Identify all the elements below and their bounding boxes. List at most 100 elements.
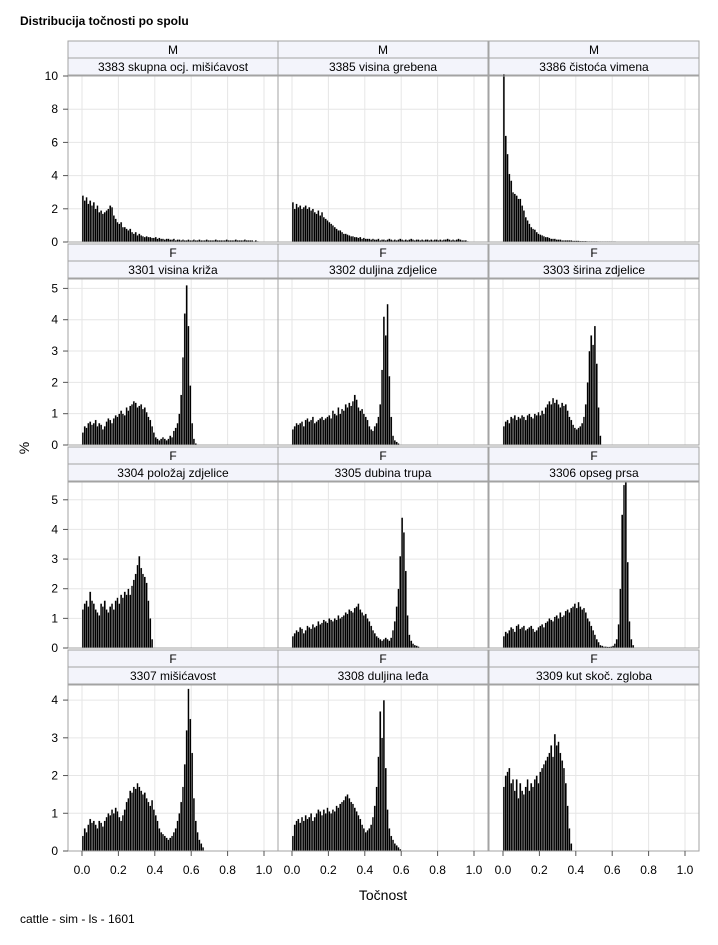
histogram-bar — [335, 415, 338, 446]
histogram-bar — [333, 811, 336, 852]
x-axis-label: Točnost — [359, 887, 407, 903]
histogram-bar — [123, 226, 126, 243]
histogram-bar — [515, 779, 518, 852]
histogram-bar — [617, 624, 620, 649]
histogram-bar — [342, 799, 345, 852]
y-tick-label: 6 — [51, 135, 58, 149]
histogram-bar — [187, 325, 190, 446]
histogram-bar — [366, 830, 369, 852]
histogram-bar — [198, 839, 201, 852]
histogram-bar — [382, 638, 385, 649]
histogram-bar — [366, 419, 369, 446]
histogram-bar — [306, 818, 309, 852]
histogram-bar — [328, 618, 331, 649]
histogram-bar — [191, 752, 194, 852]
histogram-bar — [597, 641, 600, 649]
histogram-bar — [561, 760, 564, 852]
histogram-bar — [375, 786, 378, 852]
histogram-bar — [388, 640, 391, 649]
histogram-bar — [566, 805, 569, 852]
histogram-bar — [590, 335, 593, 446]
histogram-bar — [390, 416, 393, 446]
histogram-bar — [553, 616, 556, 649]
y-tick-label: 4 — [51, 693, 58, 707]
histogram-bar — [81, 432, 84, 446]
histogram-bar — [136, 235, 139, 243]
histogram-bar — [313, 211, 316, 243]
histogram-bar — [544, 622, 547, 649]
x-tick-label: 1.0 — [466, 863, 483, 877]
histogram-bar — [315, 625, 318, 649]
histogram-bar — [630, 638, 633, 649]
histogram-bar — [295, 422, 298, 446]
histogram-bar — [346, 407, 349, 446]
histogram-bar — [100, 210, 103, 243]
histogram-bar — [522, 625, 525, 649]
histogram-bar — [320, 416, 324, 446]
histogram-bar — [293, 824, 296, 852]
histogram-bar — [404, 570, 407, 649]
histogram-bar — [624, 481, 627, 649]
x-tick-label: 0.8 — [640, 863, 657, 877]
histogram-bar — [149, 236, 152, 243]
histogram-bar — [89, 591, 92, 649]
histogram-bar — [317, 809, 320, 852]
histogram-bar — [100, 822, 103, 852]
histogram-bar — [502, 786, 505, 852]
histogram-bar — [330, 619, 333, 649]
histogram-bar — [180, 394, 183, 446]
histogram-bar — [129, 228, 132, 243]
histogram-bar — [306, 625, 309, 649]
histogram-bar — [174, 427, 177, 446]
histogram-bar — [537, 233, 540, 243]
histogram-bar — [315, 421, 318, 446]
sex-label: F — [590, 652, 597, 666]
histogram-bar — [573, 427, 576, 446]
histogram-bar — [537, 627, 540, 649]
histogram-bar — [326, 220, 329, 243]
histogram-bar — [353, 236, 356, 243]
y-tick-label: 4 — [51, 313, 58, 327]
histogram-bar — [546, 621, 549, 649]
histogram-bar — [622, 484, 626, 649]
panel-frame — [277, 481, 489, 649]
histogram-bar — [344, 404, 347, 446]
y-tick-label: 10 — [45, 69, 59, 83]
histogram-bar — [548, 618, 551, 649]
histogram-bar — [311, 416, 314, 446]
histogram-bar — [103, 211, 106, 243]
histogram-bar — [348, 798, 351, 852]
histogram-bar — [393, 621, 396, 649]
histogram-bar — [324, 621, 327, 649]
histogram-bar — [339, 803, 342, 852]
histogram-bar — [508, 767, 511, 852]
histogram-bar — [359, 236, 362, 243]
histogram-bar — [362, 237, 365, 243]
histogram-bar — [395, 845, 398, 852]
histogram-bar — [548, 237, 551, 243]
x-tick-label: 0.0 — [74, 863, 91, 877]
histogram-bar — [116, 416, 119, 446]
histogram-bar — [373, 633, 376, 649]
histogram-bar — [311, 624, 314, 649]
histogram-bar — [129, 405, 132, 446]
histogram-bar — [572, 424, 575, 446]
histogram-bar — [544, 236, 547, 243]
histogram-bar — [103, 820, 106, 852]
histogram-bar — [180, 801, 183, 852]
histogram-bar — [105, 421, 108, 446]
histogram-bar — [524, 786, 527, 852]
histogram-bar — [89, 200, 92, 243]
x-tick-label: 0.2 — [531, 863, 548, 877]
x-tick-label: 0.4 — [356, 863, 373, 877]
histogram-bar — [526, 415, 529, 446]
histogram-bar — [149, 419, 152, 446]
histogram-bar — [129, 790, 132, 852]
histogram-bar — [131, 404, 134, 446]
histogram-bar — [388, 375, 391, 446]
histogram-bar — [579, 606, 582, 649]
histogram-bar — [379, 404, 382, 446]
histogram-bar — [151, 799, 154, 852]
histogram-bar — [557, 741, 560, 852]
histogram-bar — [521, 415, 524, 446]
